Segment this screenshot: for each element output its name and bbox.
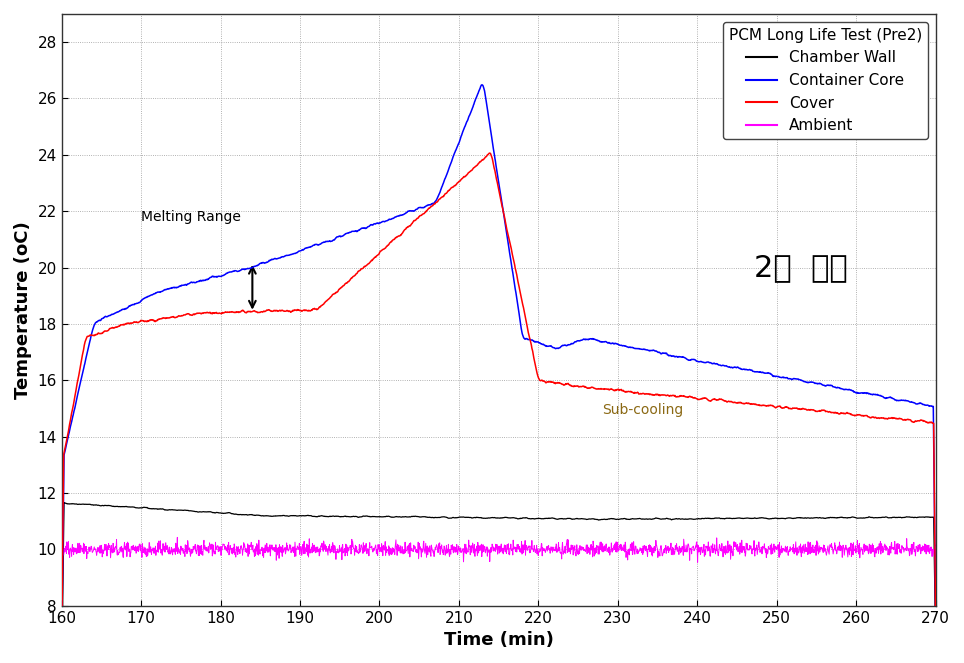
Text: Melting Range: Melting Range <box>141 210 240 224</box>
Y-axis label: Temperature (oC): Temperature (oC) <box>13 221 32 398</box>
X-axis label: Time (min): Time (min) <box>443 631 553 649</box>
Legend: Chamber Wall, Container Core, Cover, Ambient: Chamber Wall, Container Core, Cover, Amb… <box>723 21 928 139</box>
Text: Sub-cooling: Sub-cooling <box>602 403 683 417</box>
Text: 2차  시도: 2차 시도 <box>754 253 847 282</box>
